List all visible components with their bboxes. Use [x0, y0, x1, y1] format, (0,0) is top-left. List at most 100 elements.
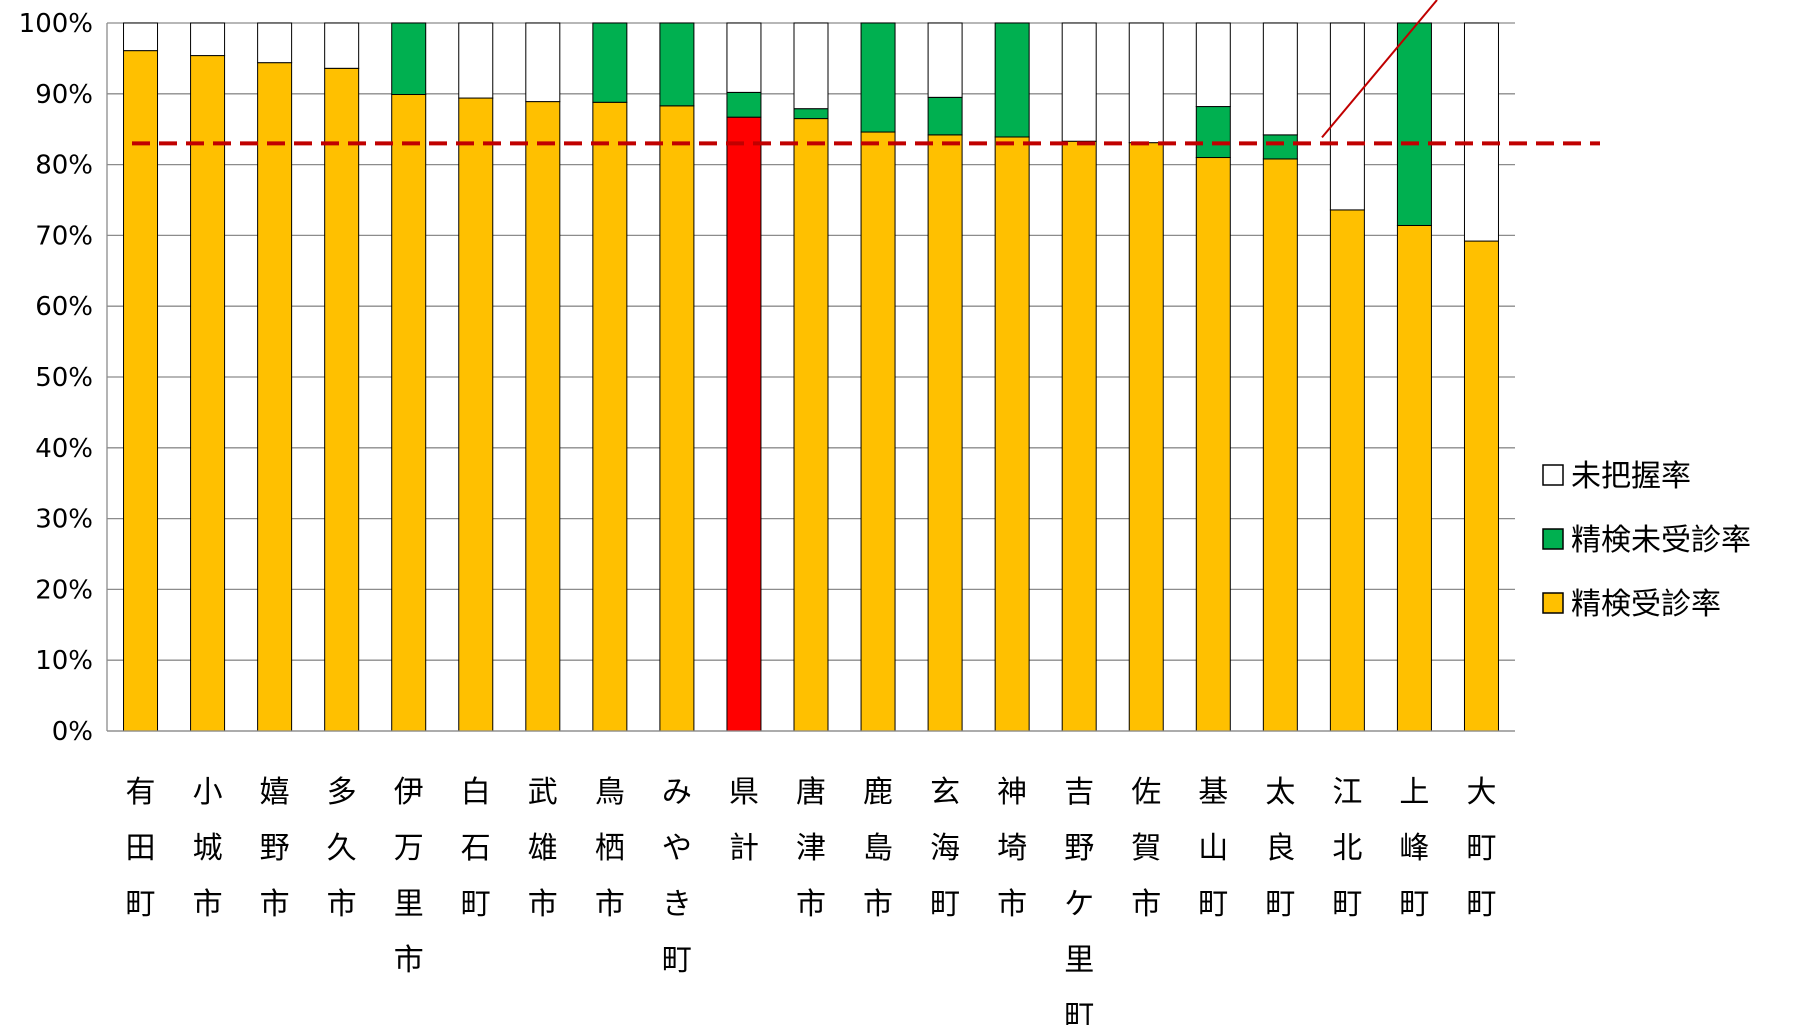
bar-group — [1329, 22, 1365, 732]
bar-segment-unknown — [525, 22, 561, 103]
legend-swatch — [1542, 592, 1564, 614]
y-tick-label: 80% — [35, 151, 93, 181]
x-tick-label: 大町町 — [1466, 775, 1496, 922]
x-tick-label: 多久市 — [327, 775, 357, 922]
x-tick-label: 江北町 — [1332, 775, 1362, 922]
bar-segment-accepted — [1262, 158, 1298, 732]
x-tick-label: 太良町 — [1265, 775, 1295, 922]
bar-group — [458, 22, 494, 732]
bar-segment-accepted — [1329, 209, 1365, 732]
bar-segment-not-accepted — [994, 22, 1030, 138]
legend-item: 精検未受診率 — [1542, 523, 1751, 558]
y-tick-label: 30% — [35, 505, 93, 535]
bar-group — [726, 22, 762, 732]
bar-segment-not-accepted — [860, 22, 896, 133]
bar-group — [525, 22, 561, 732]
bar-segment-not-accepted — [1262, 134, 1298, 160]
bar-group — [391, 22, 427, 732]
bar-segment-accepted — [994, 136, 1030, 732]
x-tick-label: 佐賀市 — [1131, 775, 1161, 922]
legend-item: 未把握率 — [1542, 459, 1691, 494]
legend-item: 精検受診率 — [1542, 587, 1721, 622]
bar-segment-unknown — [1262, 22, 1298, 136]
bar-segment-not-accepted — [1195, 106, 1231, 159]
x-tick-label: 鹿島市 — [863, 775, 893, 922]
bar-segment-accepted — [793, 118, 829, 732]
y-tick-label: 20% — [35, 575, 93, 605]
bar-segment-unknown — [1195, 22, 1231, 108]
bar-segment-unknown — [123, 22, 159, 52]
x-tick-label: 唐津市 — [796, 775, 826, 922]
bar-segment-accepted — [1396, 224, 1432, 732]
x-tick-label: 武雄市 — [528, 775, 558, 922]
legend-label: 未把握率 — [1571, 459, 1691, 494]
bar-segment-unknown — [190, 22, 226, 57]
bar-segment-accepted — [1195, 157, 1231, 732]
bar-segment-not-accepted — [659, 22, 695, 107]
bar-segment-accepted — [860, 131, 896, 732]
x-tick-label: 嬉野市 — [260, 775, 290, 922]
legend-swatch — [1542, 464, 1564, 486]
x-tick-label: 鳥栖市 — [595, 775, 625, 922]
bar-segment-accepted — [1128, 142, 1164, 732]
bar-segment-accepted — [1061, 140, 1097, 732]
bar-segment-not-accepted — [927, 96, 963, 136]
bar-segment-accepted — [525, 101, 561, 732]
bar-group — [592, 22, 628, 732]
bar-segment-not-accepted — [726, 91, 762, 118]
bar-segment-unknown — [458, 22, 494, 99]
legend-label: 精検受診率 — [1571, 587, 1721, 622]
x-tick-label: 小城市 — [193, 775, 223, 922]
x-axis: 有田町 小城市 嬉野市 多久市 伊万里市 白石町 武雄市 鳥栖市 みやき町 県計 唐津市 鹿島市 玄海町… — [107, 730, 1515, 1025]
x-tick-label: 白石町 — [461, 775, 491, 922]
bar-segment-accepted — [123, 50, 159, 732]
callout-leader-line — [1321, 0, 1438, 139]
bar-segment-unknown — [1463, 22, 1499, 242]
reference-line — [132, 0, 1600, 146]
y-tick-label: 50% — [35, 363, 93, 393]
bar-segment-unknown — [1128, 22, 1164, 144]
bar-segment-accepted — [391, 94, 427, 732]
bar-segment-accepted — [257, 62, 293, 732]
x-tick-label: 吉野ケ里町 — [1064, 775, 1094, 1025]
bar-segment-not-accepted — [793, 108, 829, 120]
bar-segment-unknown — [257, 22, 293, 64]
bar-group — [927, 22, 963, 732]
bar-segment-accepted — [190, 55, 226, 732]
bar-segment-not-accepted — [1396, 22, 1432, 226]
bar-segment-unknown — [1329, 22, 1365, 211]
bar-segment-unknown — [1061, 22, 1097, 142]
bar-group — [860, 22, 896, 732]
x-tick-label: 玄海町 — [930, 775, 960, 922]
bar-group — [257, 22, 293, 732]
bars — [123, 22, 1499, 732]
bar-group — [1128, 22, 1164, 732]
y-tick-label: 70% — [35, 221, 93, 251]
bar-segment-unknown — [726, 22, 762, 93]
bar-group — [793, 22, 829, 732]
bar-segment-unknown — [324, 22, 360, 69]
y-tick-label: 60% — [35, 292, 93, 322]
bar-segment-accepted — [458, 97, 494, 732]
bar-group — [1195, 22, 1231, 732]
bar-segment-unknown — [927, 22, 963, 98]
x-tick-label: 有田町 — [126, 775, 156, 922]
bar-segment-accepted — [1463, 240, 1499, 732]
bar-group — [1262, 22, 1298, 732]
bar-segment-accepted — [324, 67, 360, 732]
bar-group — [659, 22, 695, 732]
bar-group — [994, 22, 1030, 732]
x-tick-label: 基山町 — [1198, 775, 1228, 922]
x-tick-label: 上峰町 — [1399, 775, 1429, 922]
x-tick-label: 神埼市 — [997, 775, 1027, 922]
y-tick-label: 0% — [52, 717, 93, 747]
bar-segment-accepted — [659, 105, 695, 732]
bar-segment-not-accepted — [391, 22, 427, 96]
bar-group — [123, 22, 159, 732]
x-tick-label: 伊万里市 — [394, 775, 424, 978]
bar-group — [1463, 22, 1499, 732]
y-tick-label: 90% — [35, 80, 93, 110]
y-tick-label: 40% — [35, 434, 93, 464]
